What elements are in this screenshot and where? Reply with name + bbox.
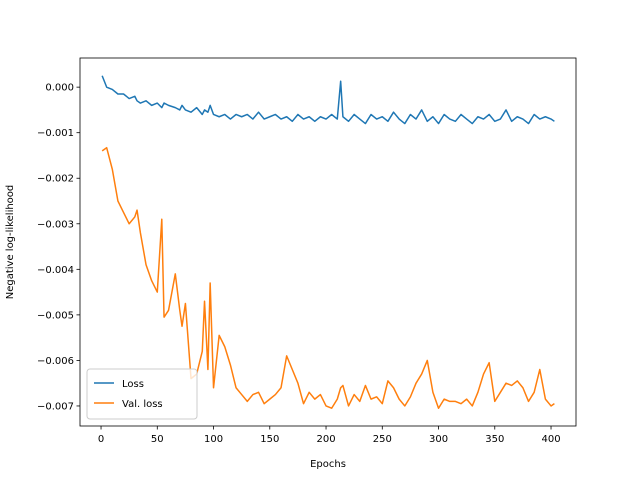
x-tick-label: 0 bbox=[98, 434, 104, 445]
legend-label: Val. loss bbox=[122, 399, 163, 410]
legend: Loss Val. loss bbox=[86, 368, 198, 420]
y-tick-label: −0.002 bbox=[37, 174, 74, 185]
y-tick-label: −0.007 bbox=[37, 401, 74, 412]
y-tick-label: −0.001 bbox=[37, 128, 74, 139]
x-tick-label: 350 bbox=[485, 434, 504, 445]
y-tick-label: −0.004 bbox=[37, 265, 74, 276]
y-tick-label: 0.000 bbox=[45, 83, 74, 94]
legend-box bbox=[86, 368, 198, 420]
x-tick-label: 50 bbox=[151, 434, 164, 445]
x-tick-label: 200 bbox=[316, 434, 335, 445]
x-tick-label: 300 bbox=[429, 434, 448, 445]
y-axis-label: Negative log-likelihood bbox=[5, 185, 16, 300]
y-tick-label: −0.005 bbox=[37, 310, 74, 321]
plot-frame bbox=[79, 57, 577, 427]
x-tick-label: 100 bbox=[204, 434, 223, 445]
legend-label: Loss bbox=[122, 379, 144, 390]
x-tick-label: 150 bbox=[260, 434, 279, 445]
line-series bbox=[101, 75, 555, 125]
x-axis-label: Epochs bbox=[310, 459, 346, 470]
x-tick-label: 400 bbox=[541, 434, 560, 445]
y-tick-label: −0.003 bbox=[37, 219, 74, 230]
x-tick-label: 250 bbox=[373, 434, 392, 445]
y-tick-label: −0.006 bbox=[37, 356, 74, 367]
line-series bbox=[101, 146, 555, 409]
